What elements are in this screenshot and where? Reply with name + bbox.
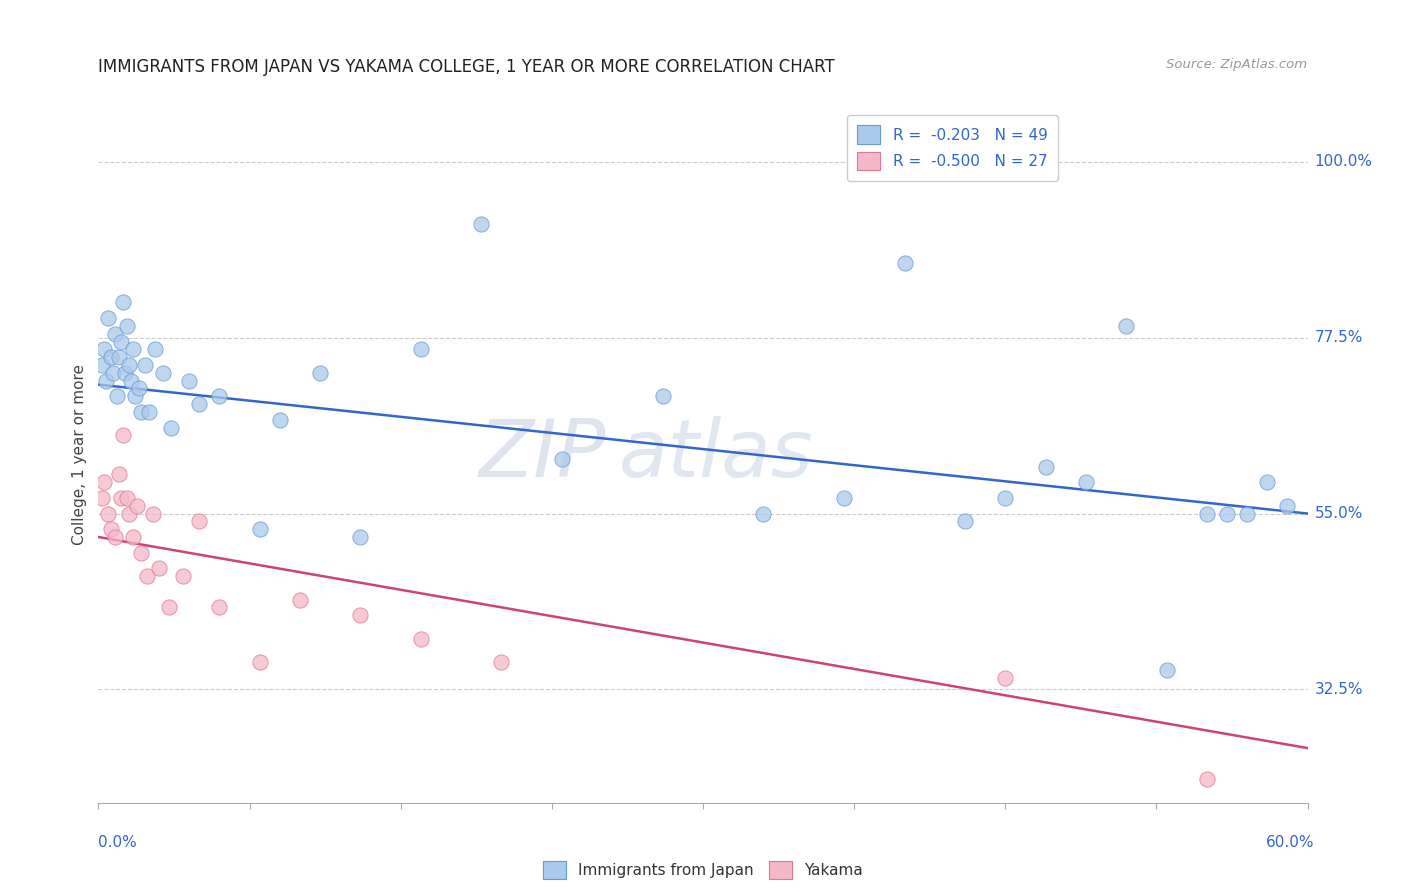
- Text: 100.0%: 100.0%: [1315, 154, 1372, 169]
- Point: [269, 413, 291, 427]
- Point: [288, 592, 311, 607]
- Point: [188, 397, 211, 411]
- Point: [152, 366, 174, 380]
- Point: [143, 343, 166, 357]
- Point: [1256, 475, 1278, 490]
- Point: [1074, 475, 1097, 490]
- Point: [118, 358, 141, 372]
- Point: [148, 561, 170, 575]
- Point: [551, 451, 574, 466]
- Point: [100, 350, 122, 364]
- Point: [249, 522, 271, 536]
- Point: [100, 522, 122, 536]
- Point: [97, 311, 120, 326]
- Point: [134, 358, 156, 372]
- Text: 60.0%: 60.0%: [1267, 836, 1315, 850]
- Point: [1115, 318, 1137, 333]
- Point: [160, 420, 183, 434]
- Point: [125, 499, 148, 513]
- Point: [1035, 459, 1057, 474]
- Text: 55.0%: 55.0%: [1315, 506, 1362, 521]
- Legend: Immigrants from Japan, Yakama: Immigrants from Japan, Yakama: [537, 855, 869, 886]
- Point: [128, 382, 150, 396]
- Point: [114, 366, 136, 380]
- Point: [349, 608, 371, 623]
- Point: [101, 366, 124, 380]
- Point: [96, 374, 118, 388]
- Point: [103, 326, 125, 341]
- Point: [1195, 772, 1218, 787]
- Point: [1236, 507, 1258, 521]
- Point: [121, 530, 143, 544]
- Point: [249, 655, 271, 669]
- Y-axis label: College, 1 year or more: College, 1 year or more: [72, 365, 87, 545]
- Point: [142, 507, 165, 521]
- Point: [107, 350, 129, 364]
- Point: [1216, 507, 1239, 521]
- Point: [208, 600, 231, 615]
- Point: [309, 366, 332, 380]
- Point: [172, 569, 194, 583]
- Text: IMMIGRANTS FROM JAPAN VS YAKAMA COLLEGE, 1 YEAR OR MORE CORRELATION CHART: IMMIGRANTS FROM JAPAN VS YAKAMA COLLEGE,…: [98, 58, 835, 76]
- Point: [124, 389, 146, 403]
- Point: [893, 256, 915, 270]
- Point: [111, 428, 134, 442]
- Point: [93, 475, 115, 490]
- Point: [179, 374, 201, 388]
- Point: [105, 389, 128, 403]
- Point: [107, 467, 129, 482]
- Text: 0.0%: 0.0%: [98, 836, 138, 850]
- Point: [157, 600, 180, 615]
- Point: [953, 514, 976, 528]
- Text: ZIP: ZIP: [479, 416, 606, 494]
- Point: [651, 389, 673, 403]
- Point: [994, 491, 1017, 505]
- Point: [93, 343, 115, 357]
- Text: atlas: atlas: [619, 416, 813, 494]
- Point: [1277, 499, 1299, 513]
- Point: [409, 343, 432, 357]
- Point: [491, 655, 513, 669]
- Point: [135, 569, 157, 583]
- Point: [1195, 507, 1218, 521]
- Point: [103, 530, 125, 544]
- Point: [97, 507, 120, 521]
- Point: [208, 389, 231, 403]
- Point: [470, 217, 492, 231]
- Point: [115, 318, 138, 333]
- Point: [1156, 663, 1178, 677]
- Point: [994, 671, 1017, 685]
- Point: [752, 507, 775, 521]
- Point: [110, 491, 132, 505]
- Point: [111, 295, 134, 310]
- Point: [409, 632, 432, 646]
- Point: [110, 334, 132, 349]
- Point: [349, 530, 371, 544]
- Point: [188, 514, 211, 528]
- Point: [91, 491, 114, 505]
- Point: [91, 358, 114, 372]
- Point: [832, 491, 855, 505]
- Point: [115, 491, 138, 505]
- Text: 77.5%: 77.5%: [1315, 330, 1362, 345]
- Point: [120, 374, 142, 388]
- Point: [138, 405, 160, 419]
- Point: [118, 507, 141, 521]
- Point: [129, 405, 152, 419]
- Text: Source: ZipAtlas.com: Source: ZipAtlas.com: [1167, 58, 1308, 71]
- Point: [129, 546, 152, 560]
- Point: [121, 343, 143, 357]
- Text: 32.5%: 32.5%: [1315, 682, 1362, 697]
